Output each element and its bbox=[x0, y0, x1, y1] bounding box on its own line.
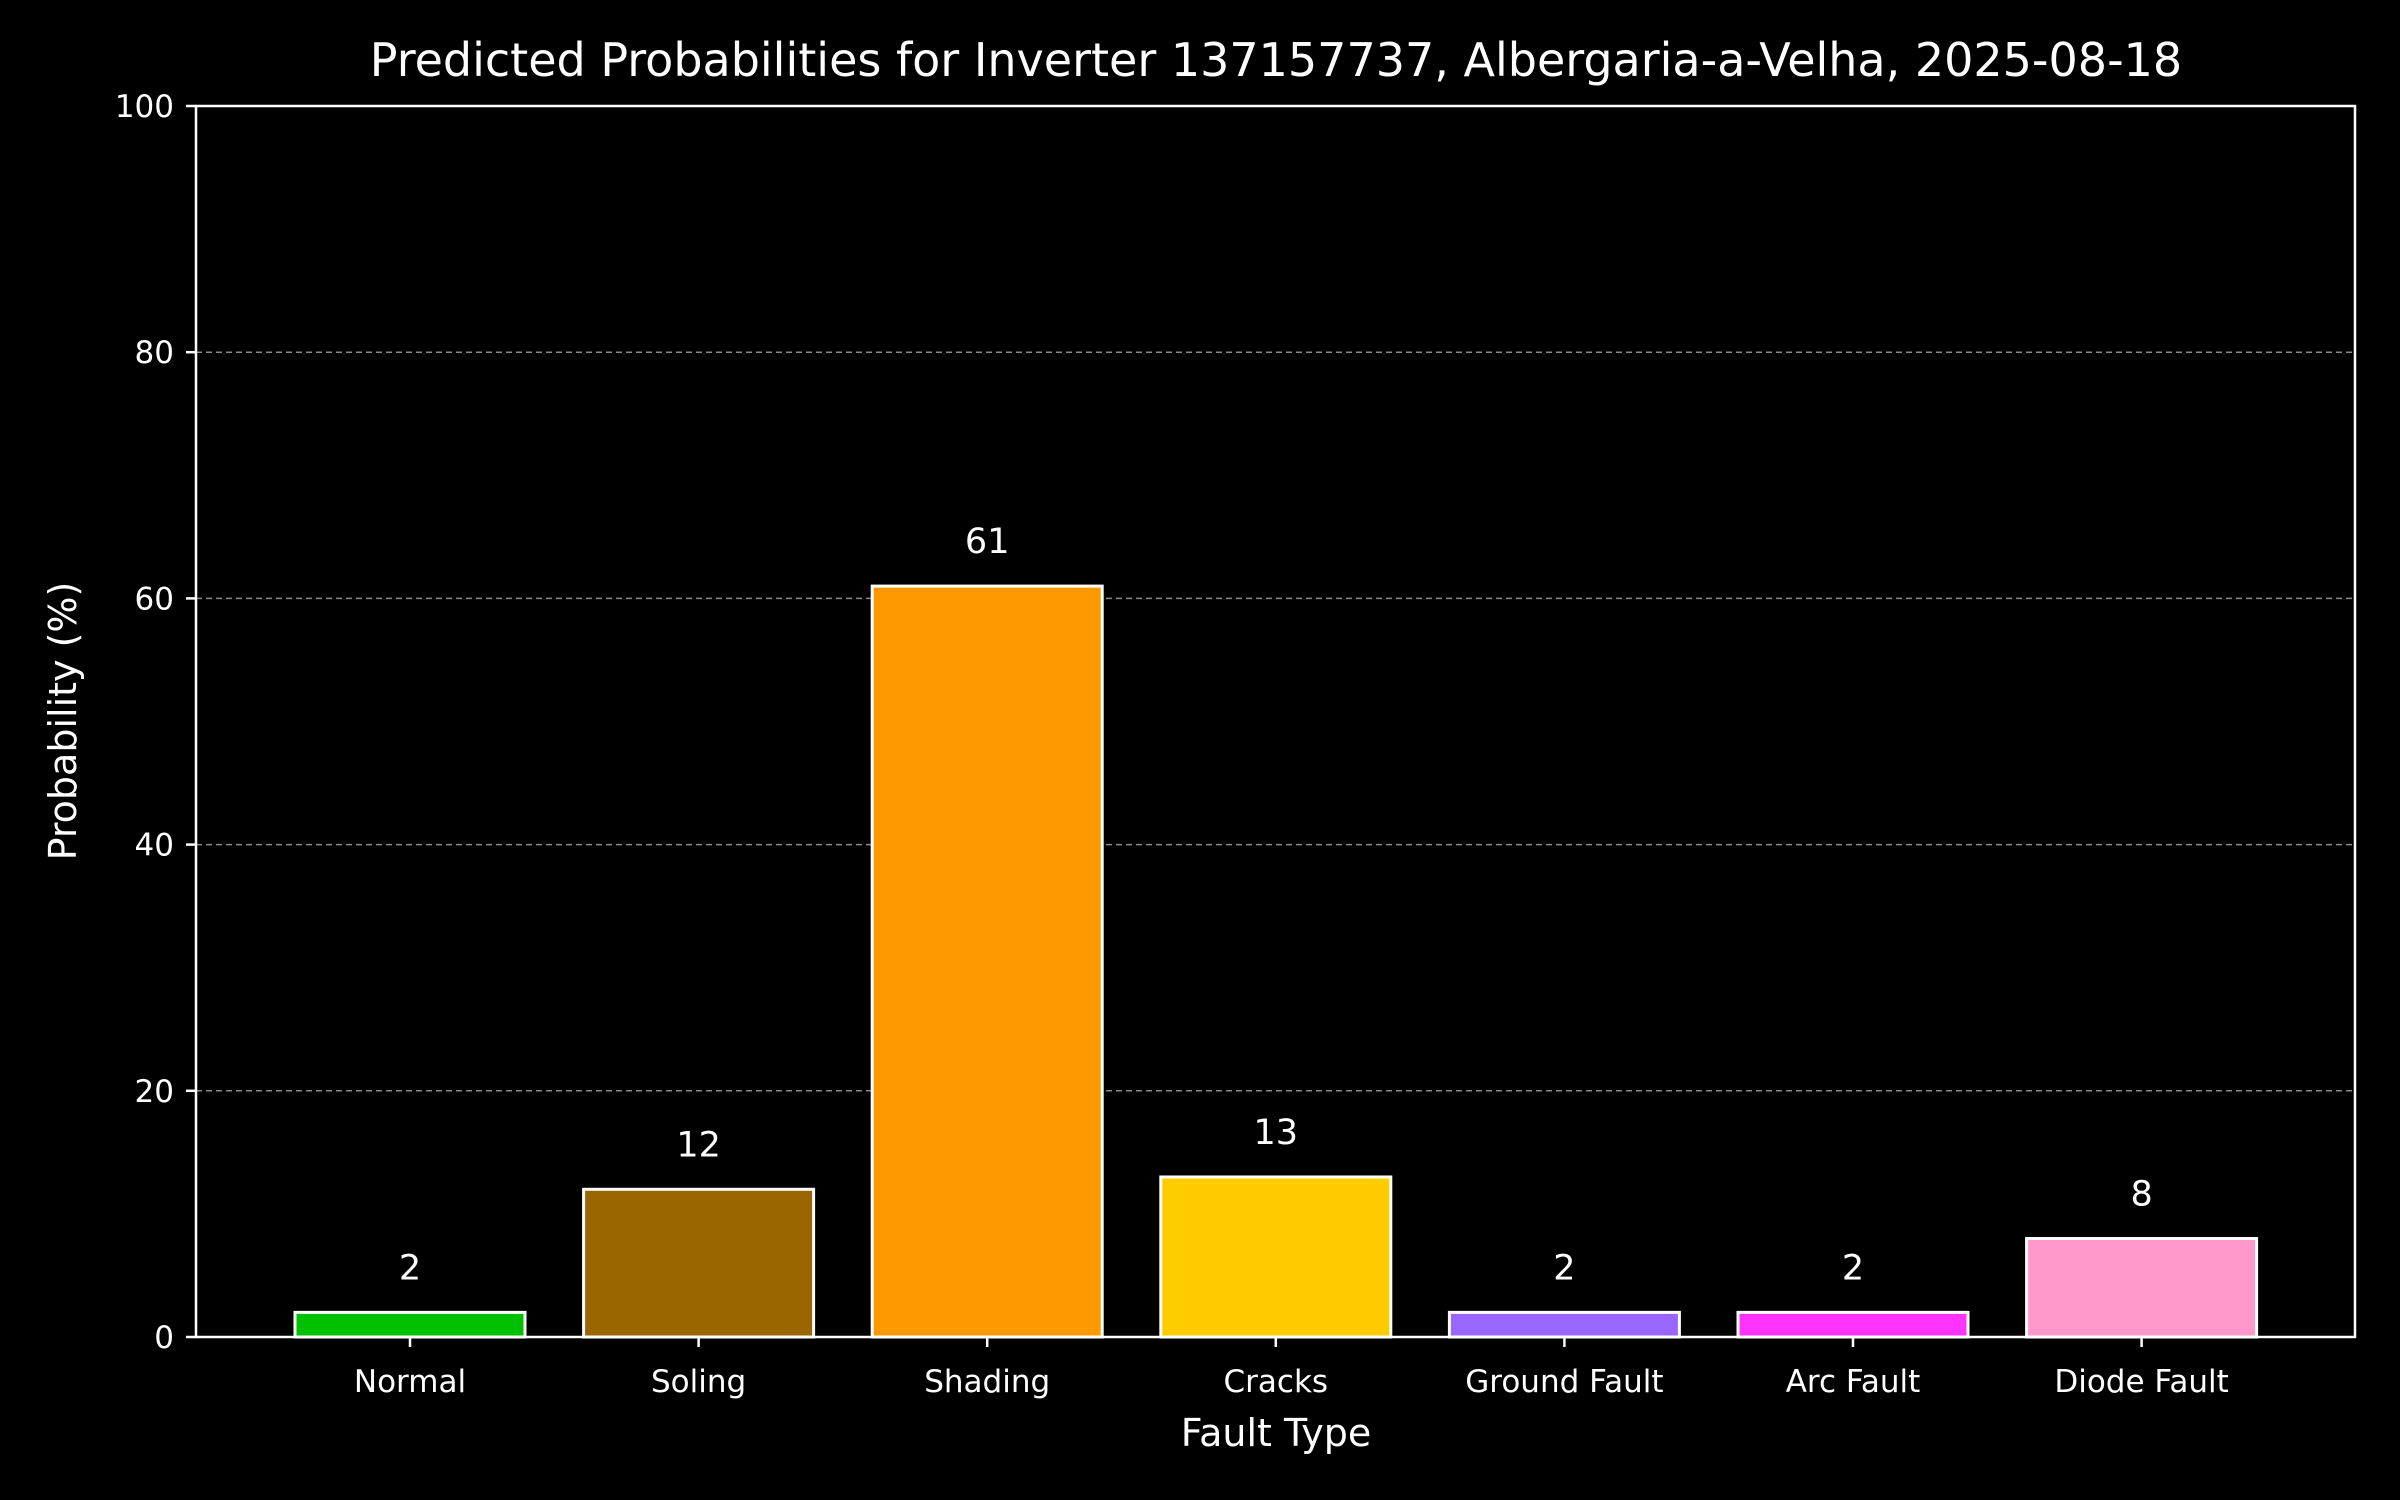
y-tick-label: 0 bbox=[154, 1320, 174, 1356]
data-label: 61 bbox=[965, 522, 1010, 562]
gridlines bbox=[196, 351, 2355, 1092]
y-tick-label: 100 bbox=[115, 89, 174, 125]
x-tick-label: Cracks bbox=[1224, 1364, 1329, 1400]
y-tick-label: 60 bbox=[135, 581, 174, 617]
bar bbox=[1447, 1310, 1681, 1339]
bar bbox=[2025, 1237, 2259, 1339]
bar bbox=[1736, 1310, 1970, 1339]
data-label: 2 bbox=[1553, 1248, 1575, 1288]
y-tick-label: 40 bbox=[135, 828, 174, 864]
y-axis-label: Probability (%) bbox=[41, 582, 85, 861]
data-label: 2 bbox=[399, 1248, 421, 1288]
x-tick-label: Normal bbox=[354, 1364, 466, 1400]
data-label: 2 bbox=[1842, 1248, 1864, 1288]
x-tick-label: Diode Fault bbox=[2054, 1364, 2228, 1400]
data-label: 12 bbox=[676, 1125, 721, 1165]
x-tick-label: Ground Fault bbox=[1465, 1364, 1663, 1400]
data-label: 13 bbox=[1254, 1113, 1299, 1153]
data-labels: 2 12 61 13 2 2 8 bbox=[399, 522, 2153, 1288]
y-tick-label: 80 bbox=[135, 335, 174, 371]
y-tick-label: 20 bbox=[135, 1074, 174, 1110]
data-label: 8 bbox=[2130, 1175, 2152, 1215]
chart-title: Predicted Probabilities for Inverter 137… bbox=[370, 33, 2182, 87]
y-axis: 0 20 40 60 80 100 bbox=[115, 89, 196, 1356]
bar bbox=[870, 584, 1104, 1339]
x-axis-label: Fault Type bbox=[1181, 1411, 1372, 1455]
x-axis: Normal Soling Shading Cracks Ground Fault Arc… bbox=[354, 1337, 2229, 1400]
bar bbox=[293, 1310, 527, 1339]
bar bbox=[582, 1187, 816, 1339]
x-tick-label: Arc Fault bbox=[1786, 1364, 1921, 1400]
bar bbox=[1159, 1175, 1393, 1339]
x-tick-label: Soling bbox=[651, 1364, 746, 1400]
x-tick-label: Shading bbox=[924, 1364, 1050, 1400]
bars bbox=[293, 584, 2259, 1339]
